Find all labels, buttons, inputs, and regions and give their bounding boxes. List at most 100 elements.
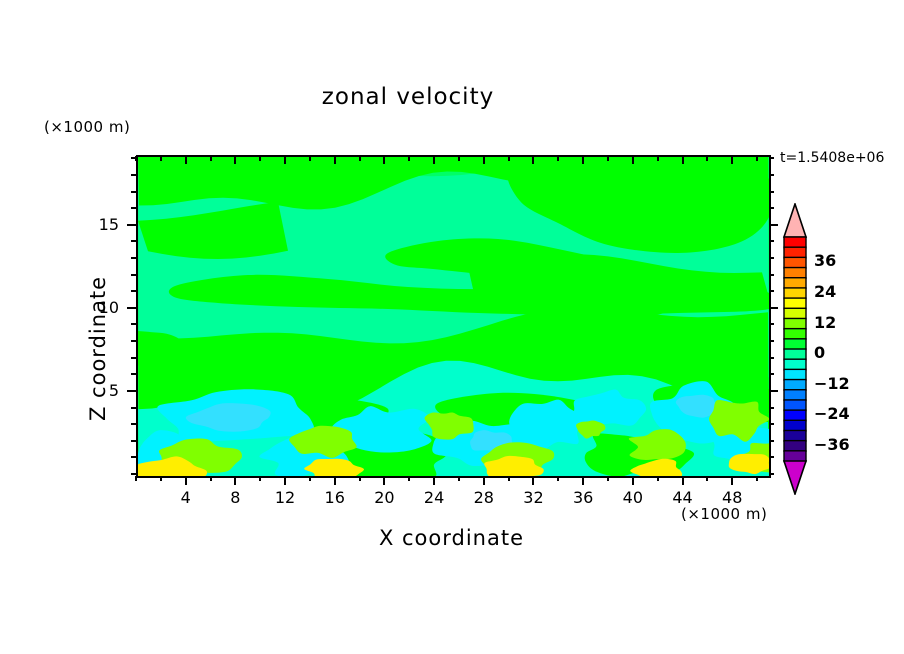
chartreuse-blob-8	[576, 420, 606, 439]
x-tick-major	[333, 476, 336, 485]
colorbar-tick-label: 0	[814, 343, 826, 363]
x-tick-major-top	[482, 155, 485, 164]
x-tick-minor	[358, 476, 361, 481]
plot-area[interactable]	[136, 155, 771, 478]
y-tick-minor	[131, 207, 136, 210]
x-tick-label: 32	[523, 488, 544, 507]
x-tick-major-top	[284, 155, 287, 164]
y-tick-minor-right	[769, 273, 774, 276]
y-tick-minor-right	[769, 373, 774, 376]
x-tick-label: 40	[622, 488, 644, 507]
colorbar-tick-label: −24	[814, 404, 850, 424]
colorbar-tick-label: 12	[814, 312, 837, 332]
y-tick-label: 10	[98, 297, 119, 317]
x-tick-minor	[457, 476, 460, 481]
x-tick-major-top	[532, 155, 535, 164]
colorbar-band	[783, 368, 807, 381]
y-tick-minor	[131, 423, 136, 426]
cyan-eddy-4	[509, 399, 587, 452]
x-tick-label: 8	[230, 488, 241, 507]
x-tick-minor	[756, 476, 759, 481]
cyan-eddy-2	[330, 406, 432, 453]
page-title: zonal velocity	[0, 84, 904, 110]
y-tick-major	[127, 223, 136, 226]
y-tick-minor	[131, 439, 136, 442]
x-tick-major	[383, 476, 386, 485]
y-tick-major-right	[769, 389, 778, 392]
x-tick-major	[582, 476, 585, 485]
colorbar-band	[783, 287, 807, 300]
time-annotation: t=1.5408e+06	[780, 150, 885, 166]
y-tick-minor-right	[769, 157, 774, 160]
x-tick-label: 48	[722, 488, 743, 507]
y-tick-minor	[131, 406, 136, 409]
y-tick-minor-right	[769, 406, 774, 409]
x-tick-major	[284, 476, 287, 485]
x-tick-label: 36	[572, 488, 594, 507]
y-tick-minor-right	[769, 190, 774, 193]
x-tick-minor-top	[408, 156, 411, 161]
colorbar-band	[783, 327, 807, 341]
colorbar-tick-label: −12	[814, 373, 850, 393]
colorbar-band	[783, 358, 807, 371]
y-tick-minor-right	[769, 207, 774, 210]
y-tick-minor-right	[769, 173, 774, 176]
green-band-left-center	[168, 274, 769, 315]
y-tick-minor-right	[769, 356, 774, 359]
x-tick-major	[631, 476, 634, 485]
x-tick-minor	[656, 476, 659, 481]
colorbar-band	[783, 348, 807, 361]
chartreuse-blob-5	[628, 429, 686, 461]
cyan-core-2	[675, 394, 724, 418]
x-tick-major	[184, 476, 187, 485]
colorbar-band	[783, 409, 807, 422]
colorbar-band	[783, 236, 807, 249]
colorbar-tick-label: −36	[814, 434, 850, 454]
colorbar-band	[783, 338, 807, 351]
y-tick-minor	[131, 323, 136, 326]
x-tick-major-top	[184, 155, 187, 164]
x-tick-minor	[308, 476, 311, 481]
x-tick-major-top	[234, 155, 237, 164]
colorbar[interactable]	[782, 203, 808, 495]
x-tick-minor	[557, 476, 560, 481]
cyan-core-1	[185, 403, 271, 432]
x-tick-minor	[706, 476, 709, 481]
y-tick-minor	[131, 157, 136, 160]
green-streak-upper-left	[138, 201, 288, 259]
y-tick-minor	[131, 473, 136, 475]
y-tick-minor	[131, 373, 136, 376]
y-tick-minor	[131, 356, 136, 359]
yellow-core-5	[728, 453, 769, 475]
green-lobe-upper-right	[507, 157, 769, 254]
chartreuse-blob-2	[289, 425, 357, 458]
yellow-core-4	[630, 458, 683, 476]
x-tick-major	[482, 476, 485, 485]
y-tick-minor	[131, 340, 136, 343]
colorbar-tick-label: 24	[814, 282, 837, 301]
colorbar-band	[783, 256, 807, 269]
plot-title-text: zonal velocity	[321, 84, 495, 110]
x-tick-minor-top	[607, 156, 609, 161]
x-tick-label: 12	[274, 488, 296, 507]
colorbar-over-arrow	[782, 203, 808, 238]
colorbar-band	[783, 277, 807, 290]
x-tick-minor-top	[358, 156, 361, 161]
x-tick-minor-top	[756, 156, 759, 161]
y-tick-minor	[131, 190, 136, 193]
colorbar-band	[783, 389, 807, 402]
x-tick-label: 28	[473, 488, 494, 507]
y-tick-minor-right	[769, 290, 774, 293]
y-tick-minor-right	[769, 423, 774, 426]
y-tick-minor	[131, 257, 136, 259]
cyan-eddy-5	[573, 389, 647, 426]
x-tick-major-top	[681, 155, 684, 164]
x-tick-minor	[408, 476, 411, 481]
x-tick-minor-top	[259, 156, 262, 161]
colorbar-band	[783, 246, 807, 259]
y-tick-minor	[131, 273, 136, 276]
x-tick-minor	[507, 476, 510, 481]
y-tick-minor	[131, 240, 136, 243]
x-tick-minor	[607, 476, 609, 481]
y-tick-major-right	[769, 223, 778, 226]
